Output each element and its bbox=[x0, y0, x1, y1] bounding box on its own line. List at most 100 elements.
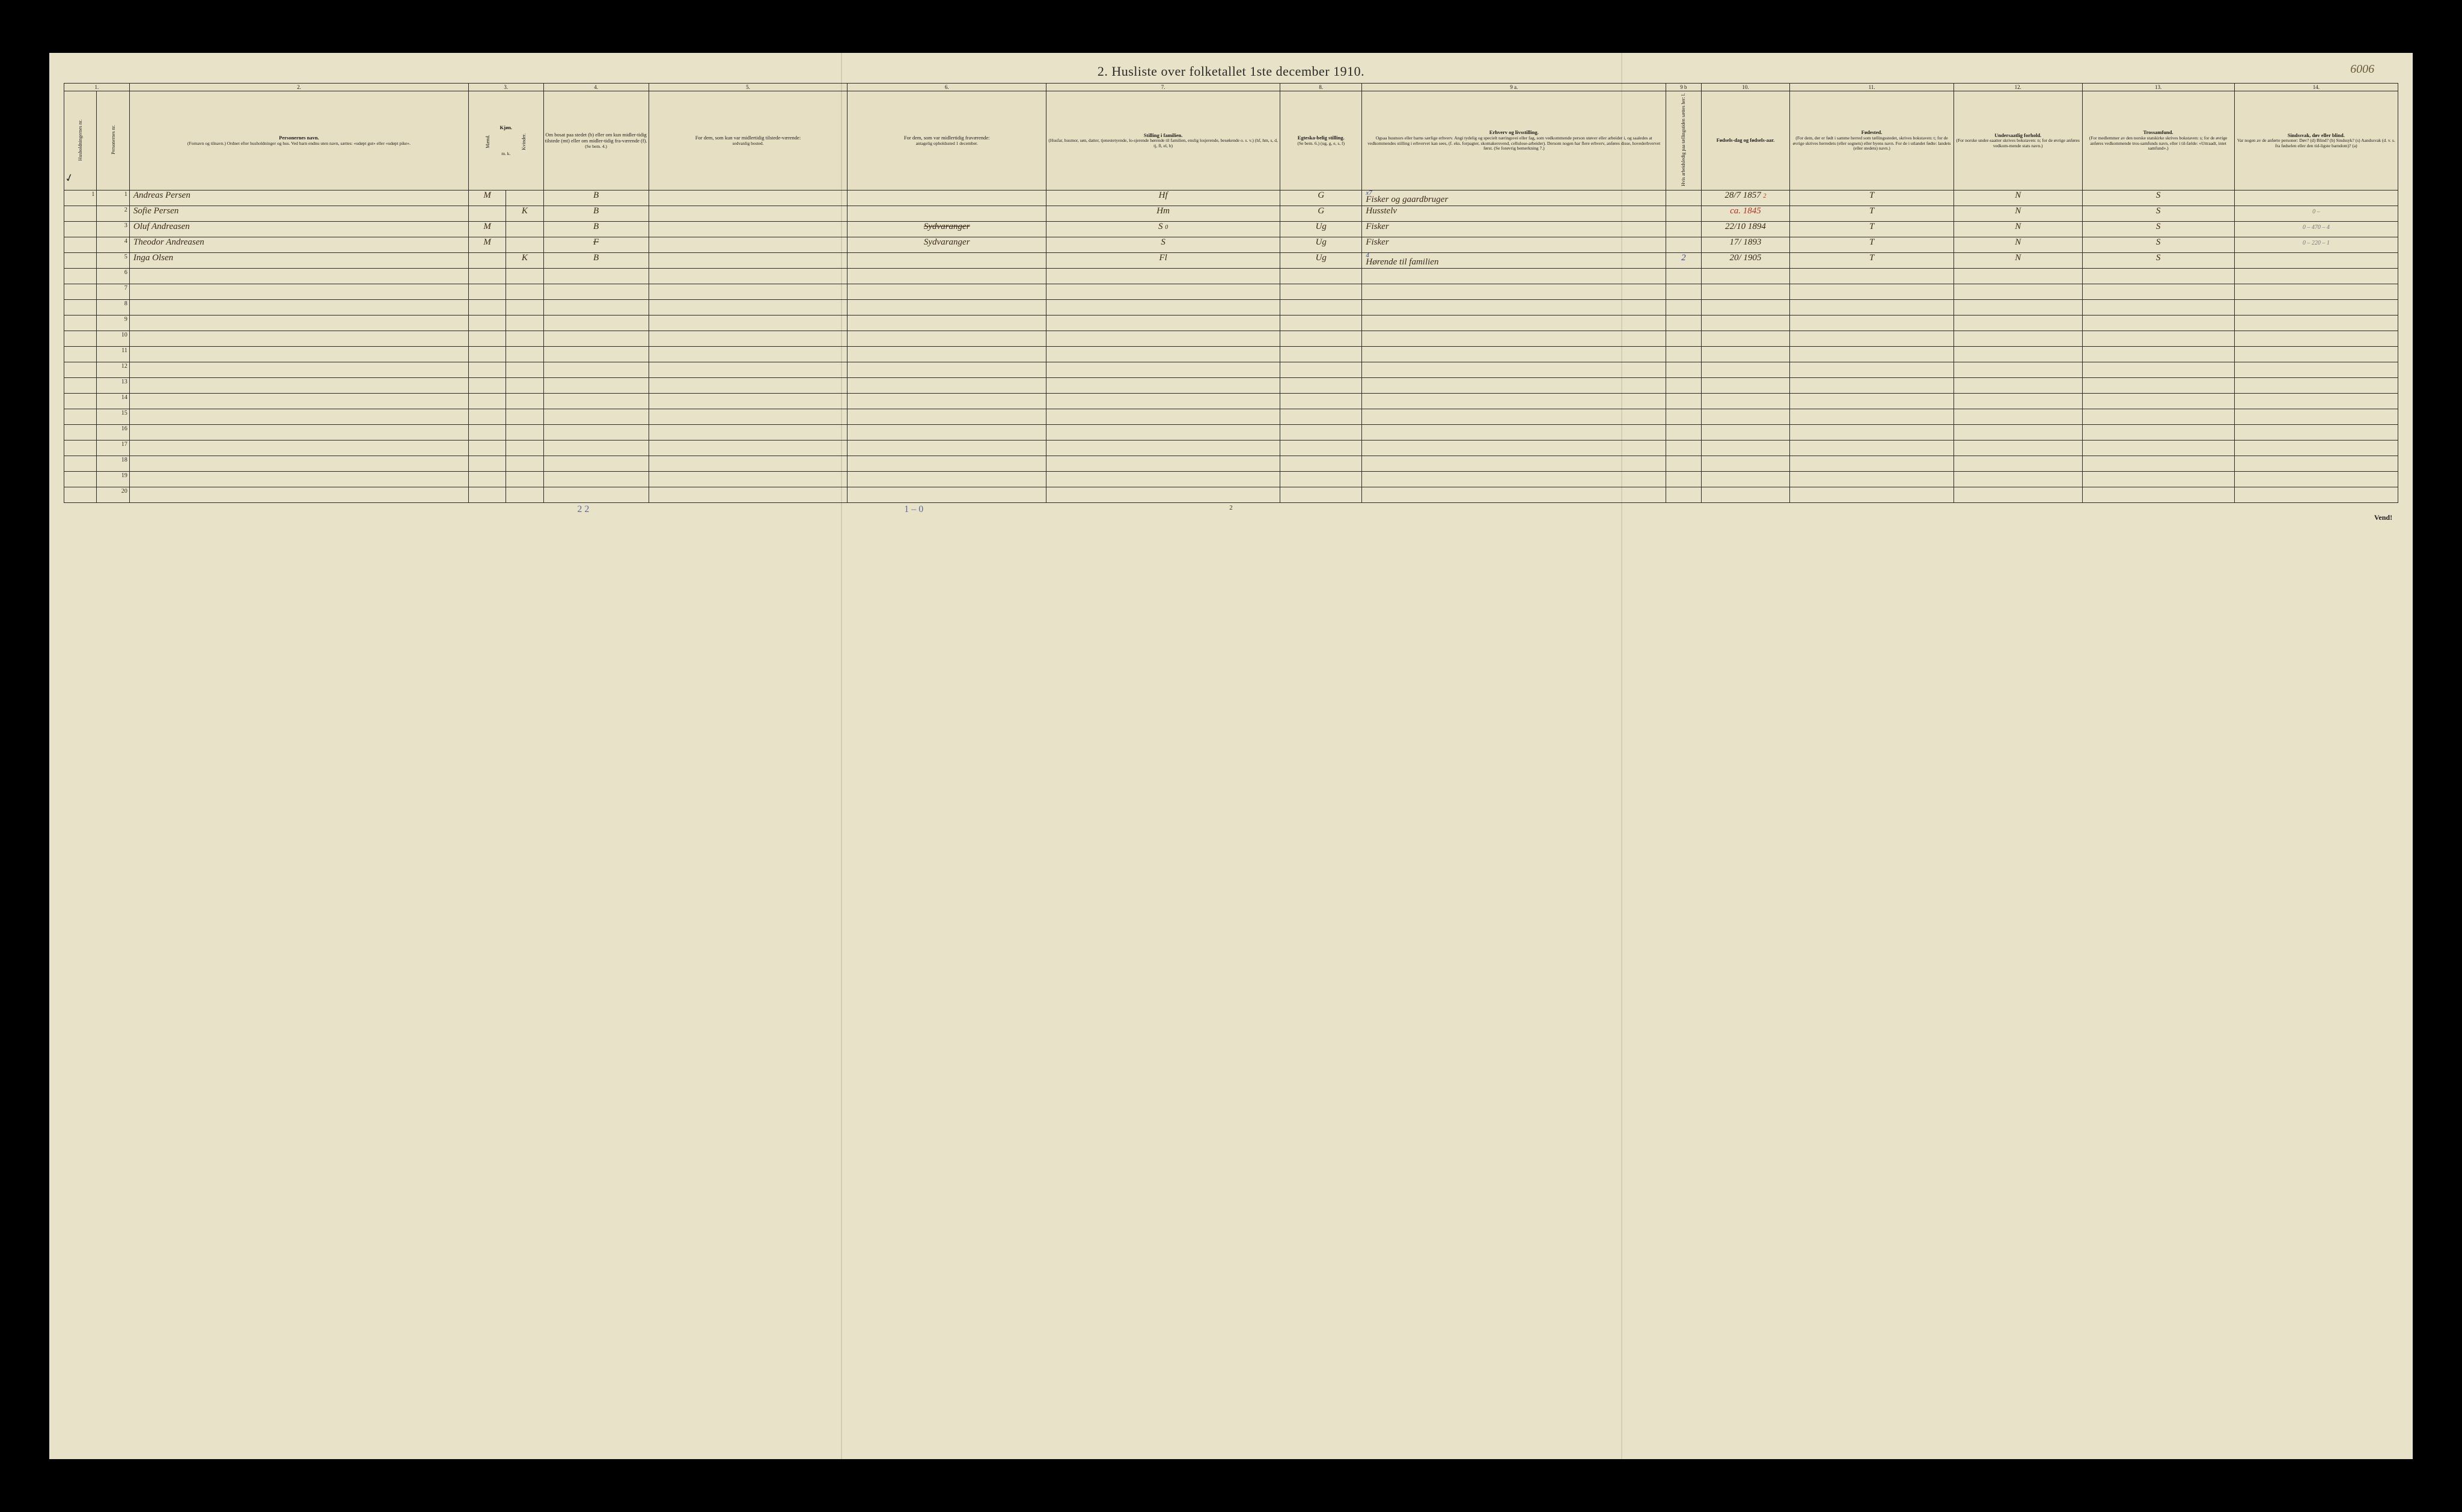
table-row-empty: 15 bbox=[64, 409, 2398, 425]
empty-cell bbox=[649, 378, 848, 394]
person-nr: 10 bbox=[97, 331, 129, 347]
bosat: B bbox=[543, 253, 649, 269]
empty-cell bbox=[543, 362, 649, 378]
empty-cell bbox=[2082, 269, 2234, 284]
table-row: 2Sofie PersenKBHmGHusstelvca. 1845TNS0 – bbox=[64, 206, 2398, 222]
bosat: B bbox=[543, 222, 649, 237]
empty-cell bbox=[129, 409, 468, 425]
ledig bbox=[1666, 191, 1701, 206]
empty-cell bbox=[2234, 316, 2398, 331]
empty-cell bbox=[1280, 487, 1362, 503]
person-name: Oluf Andreasen bbox=[129, 222, 468, 237]
empty-cell bbox=[1666, 425, 1701, 440]
sex-m: M bbox=[469, 222, 506, 237]
sex-k bbox=[506, 237, 543, 253]
empty-cell bbox=[1701, 456, 1790, 472]
table-row: 4Theodor AndreasenMFSydvarangerSUgFisker… bbox=[64, 237, 2398, 253]
colnum-8: 8. bbox=[1280, 84, 1362, 91]
hh-nr: 1 bbox=[64, 191, 96, 206]
empty-cell bbox=[1362, 331, 1666, 347]
hdr-sinds: Sindssvak, døv eller blind. Var nogen av… bbox=[2234, 91, 2398, 191]
empty-cell bbox=[1790, 316, 1953, 331]
empty-cell bbox=[1666, 409, 1701, 425]
hh-nr bbox=[64, 347, 96, 362]
empty-cell bbox=[129, 316, 468, 331]
person-nr: 17 bbox=[97, 440, 129, 456]
empty-cell bbox=[1701, 425, 1790, 440]
empty-cell bbox=[506, 347, 543, 362]
empty-cell bbox=[1953, 316, 2082, 331]
colnum-9b: 9 b bbox=[1666, 84, 1701, 91]
empty-cell bbox=[469, 394, 506, 409]
fodselsdato: 17/ 1893 bbox=[1701, 237, 1790, 253]
person-nr: 9 bbox=[97, 316, 129, 331]
person-nr: 3 bbox=[97, 222, 129, 237]
empty-cell bbox=[469, 316, 506, 331]
empty-cell bbox=[1790, 394, 1953, 409]
hdr-tilstede: For dem, som kun var midlertidig tilsted… bbox=[649, 91, 848, 191]
empty-cell bbox=[469, 300, 506, 316]
empty-cell bbox=[543, 472, 649, 487]
empty-cell bbox=[649, 284, 848, 300]
empty-cell bbox=[506, 269, 543, 284]
bosat: B bbox=[543, 191, 649, 206]
hdr-kjon: Kjøn. Mænd. Kvinder. m. k. bbox=[469, 91, 544, 191]
empty-cell bbox=[1666, 472, 1701, 487]
empty-cell bbox=[506, 409, 543, 425]
egteskab: G bbox=[1280, 191, 1362, 206]
empty-cell bbox=[1280, 378, 1362, 394]
empty-cell bbox=[543, 331, 649, 347]
empty-cell bbox=[1790, 331, 1953, 347]
table-row: 5Inga OlsenKBFlUg4Hørende til familien22… bbox=[64, 253, 2398, 269]
colnum-1: 1. bbox=[64, 84, 129, 91]
empty-cell bbox=[649, 362, 848, 378]
empty-cell bbox=[2082, 378, 2234, 394]
hdr-undersaat: Undersaatlig forhold. (For norske under-… bbox=[1953, 91, 2082, 191]
empty-cell bbox=[1362, 300, 1666, 316]
erhverv: Husstelv bbox=[1362, 206, 1666, 222]
sex-m: M bbox=[469, 191, 506, 206]
empty-cell bbox=[1046, 456, 1280, 472]
empty-cell bbox=[649, 331, 848, 347]
empty-cell bbox=[1701, 440, 1790, 456]
empty-cell bbox=[2082, 472, 2234, 487]
person-nr: 6 bbox=[97, 269, 129, 284]
empty-cell bbox=[2082, 425, 2234, 440]
person-name: Inga Olsen bbox=[129, 253, 468, 269]
empty-cell bbox=[1046, 316, 1280, 331]
empty-cell bbox=[2082, 362, 2234, 378]
hdr-pers-nr: Personernes nr. bbox=[97, 91, 129, 191]
fodselsdato: 20/ 1905 bbox=[1701, 253, 1790, 269]
empty-cell bbox=[2082, 284, 2234, 300]
person-nr: 1 bbox=[97, 191, 129, 206]
hdr-fravar: For dem, som var midlertidig fraværende:… bbox=[848, 91, 1046, 191]
hdr-ledig: Hvis arbeidsledig paa tællingstiden sætt… bbox=[1666, 91, 1701, 191]
bottom-annotation-1: 2 2 bbox=[577, 504, 589, 515]
empty-cell bbox=[2082, 456, 2234, 472]
empty-cell bbox=[848, 456, 1046, 472]
empty-cell bbox=[1953, 347, 2082, 362]
undersaat: N bbox=[1953, 237, 2082, 253]
empty-cell bbox=[2082, 394, 2234, 409]
stilling: Fl bbox=[1046, 253, 1280, 269]
table-row-empty: 10 bbox=[64, 331, 2398, 347]
empty-cell bbox=[469, 472, 506, 487]
person-nr: 19 bbox=[97, 472, 129, 487]
empty-cell bbox=[506, 316, 543, 331]
empty-cell bbox=[1701, 269, 1790, 284]
bottom-annotation-2: 1 – 0 bbox=[904, 504, 923, 515]
colnum-10: 10. bbox=[1701, 84, 1790, 91]
empty-cell bbox=[1280, 456, 1362, 472]
empty-cell bbox=[1701, 284, 1790, 300]
empty-cell bbox=[848, 362, 1046, 378]
empty-cell bbox=[1666, 487, 1701, 503]
tilstede bbox=[649, 206, 848, 222]
tilstede bbox=[649, 191, 848, 206]
empty-cell bbox=[848, 269, 1046, 284]
hh-nr bbox=[64, 269, 96, 284]
empty-cell bbox=[1701, 362, 1790, 378]
empty-cell bbox=[129, 487, 468, 503]
fodselsdato: 28/7 1857 2 bbox=[1701, 191, 1790, 206]
empty-cell bbox=[1701, 347, 1790, 362]
empty-cell bbox=[129, 456, 468, 472]
